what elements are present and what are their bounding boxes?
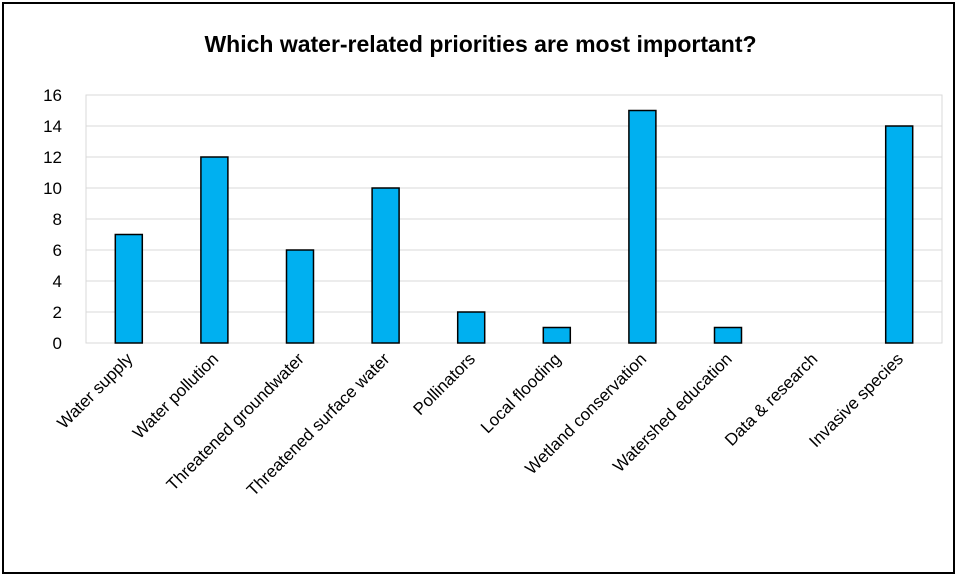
x-tick-label: Threatened groundwater — [163, 349, 308, 494]
bar — [200, 156, 229, 344]
y-tick-label: 16 — [43, 86, 62, 105]
chart-frame — [2, 2, 955, 574]
x-tick-label: Data & research — [721, 349, 821, 449]
y-tick-label: 2 — [53, 303, 62, 322]
y-tick-label: 4 — [53, 272, 62, 291]
y-tick-label: 12 — [43, 148, 62, 167]
x-tick-label: Invasive species — [805, 349, 907, 451]
bar — [884, 125, 914, 344]
chart-title: Which water-related priorities are most … — [204, 31, 757, 57]
bars — [114, 109, 914, 344]
bar — [713, 326, 743, 344]
x-tick-label: Local flooding — [477, 349, 565, 437]
bar — [371, 187, 400, 344]
bar — [114, 233, 144, 344]
x-tick-label: Water supply — [53, 349, 136, 432]
bar — [628, 109, 657, 344]
y-tick-label: 8 — [53, 210, 62, 229]
y-tick-label: 14 — [43, 117, 62, 136]
bar — [456, 311, 486, 344]
gridlines — [86, 94, 942, 344]
plot-area-border — [85, 94, 943, 344]
x-tick-label: Pollinators — [409, 349, 479, 419]
y-axis-ticks: 0 2 4 6 8 10 12 14 16 — [43, 86, 62, 353]
y-tick-label: 10 — [43, 179, 62, 198]
x-tick-label: Water pollution — [129, 349, 222, 442]
bar — [542, 326, 572, 344]
bar — [285, 249, 315, 344]
y-tick-label: 6 — [53, 241, 62, 260]
y-tick-label: 0 — [53, 334, 62, 353]
x-tick-label: Threatened surface water — [243, 349, 394, 500]
